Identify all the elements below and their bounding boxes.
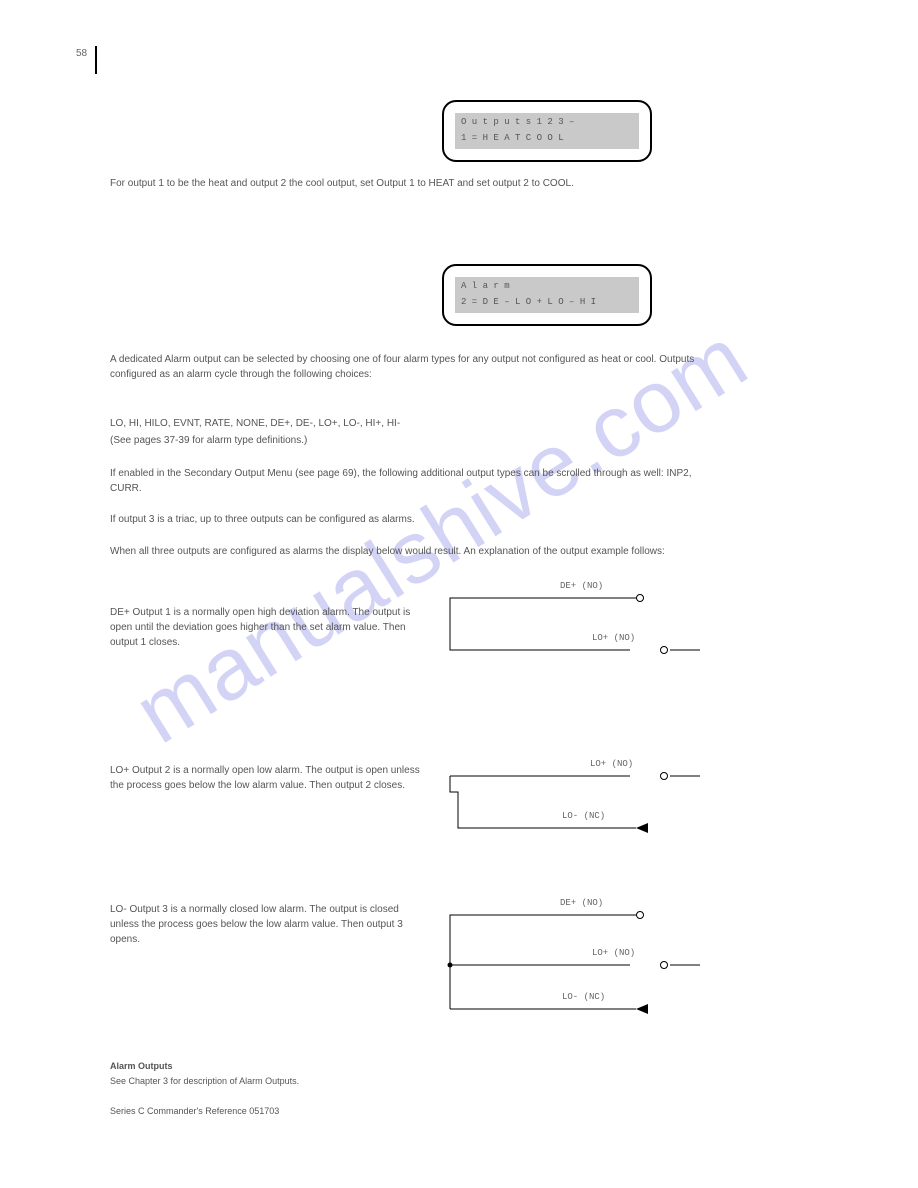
diagram3-group: [448, 912, 701, 1015]
diagram-svg-layer: [0, 0, 918, 1188]
diagram2-group: [450, 773, 700, 834]
diagram1-group: [450, 595, 700, 654]
